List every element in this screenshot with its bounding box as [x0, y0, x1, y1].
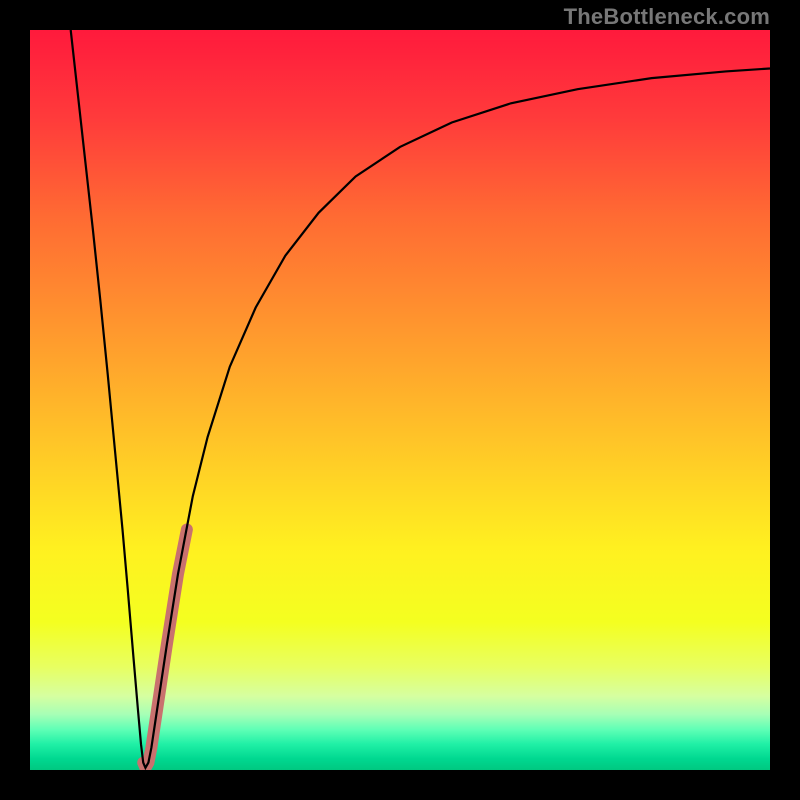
plot-area [30, 30, 770, 770]
main-curve [71, 30, 770, 768]
chart-container: TheBottleneck.com [0, 0, 800, 800]
curve-layer [30, 30, 770, 770]
watermark-text: TheBottleneck.com [564, 4, 770, 30]
